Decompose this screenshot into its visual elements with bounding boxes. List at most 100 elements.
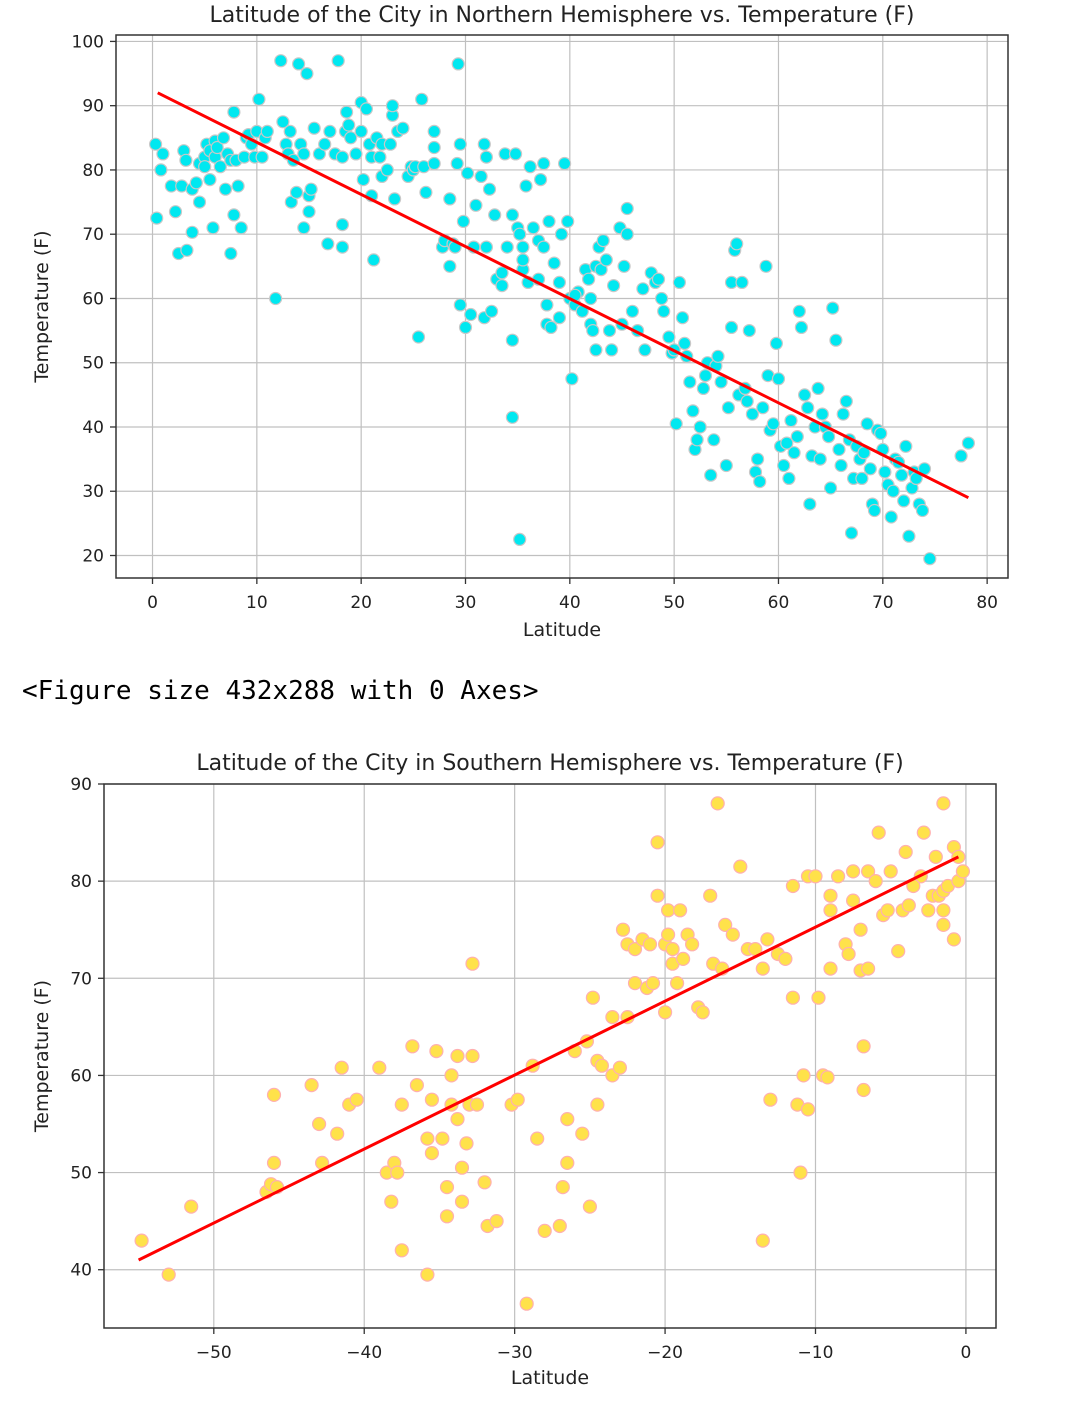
south-data-point <box>450 1048 465 1064</box>
north-data-point <box>544 320 558 334</box>
south-data-point <box>650 888 665 903</box>
north-data-point <box>427 140 441 155</box>
south-data-point <box>669 976 685 991</box>
north-data-point <box>495 279 509 293</box>
north-data-point <box>714 375 728 389</box>
south-data-point <box>444 1068 459 1083</box>
north-data-point <box>227 105 241 119</box>
north-scatter-plot: Latitude of the City in Northern Hemisph… <box>31 3 1009 641</box>
south-data-point <box>860 961 876 976</box>
south-data-point <box>560 1155 575 1170</box>
north-data-point <box>206 221 220 235</box>
north-data-point <box>581 272 596 286</box>
south-data-point <box>921 903 936 918</box>
north-data-point <box>625 304 640 318</box>
figure-size-note: <Figure size 432x288 with 0 Axes> <box>22 676 539 706</box>
north-data-point <box>349 147 363 161</box>
south-data-point <box>760 932 775 947</box>
north-data-point <box>318 137 332 151</box>
north-data-point <box>961 436 976 450</box>
south-y-tick-label: 90 <box>70 775 92 795</box>
south-data-point <box>312 1116 327 1132</box>
south-data-point <box>660 903 676 918</box>
north-data-point <box>794 320 809 334</box>
north-data-point <box>513 532 527 547</box>
north-data-point <box>672 275 687 289</box>
north-data-point <box>505 208 520 222</box>
north-data-point <box>677 336 692 350</box>
north-data-point <box>198 160 212 174</box>
north-data-point <box>180 243 194 257</box>
north-data-point <box>427 156 441 171</box>
north-data-point <box>899 439 913 453</box>
north-data-point <box>584 291 598 306</box>
south-data-point <box>530 1131 545 1146</box>
north-data-point <box>769 336 784 350</box>
north-data-point <box>617 259 631 273</box>
south-data-point <box>733 859 748 874</box>
north-data-point <box>474 169 488 183</box>
north-data-point <box>443 192 457 206</box>
south-data-point <box>853 922 868 937</box>
north-data-point <box>902 529 916 543</box>
south-y-tick-label: 60 <box>70 1066 92 1086</box>
north-data-point <box>923 552 937 566</box>
north-data-point <box>373 150 387 164</box>
south-data-point <box>785 878 801 894</box>
south-data-point <box>394 1243 409 1258</box>
north-data-point <box>690 433 704 447</box>
north-data-point <box>383 137 397 151</box>
north-data-point <box>269 291 283 306</box>
south-chart-title: Latitude of the City in Southern Hemisph… <box>196 751 903 776</box>
north-data-point <box>803 497 817 511</box>
north-data-point <box>323 124 337 138</box>
north-data-point <box>730 237 744 251</box>
south-data-point <box>585 990 601 1005</box>
north-data-point <box>860 417 874 431</box>
north-points <box>149 54 976 566</box>
north-data-point <box>745 407 760 421</box>
north-data-point <box>300 66 314 81</box>
north-data-point <box>832 442 846 457</box>
south-x-tick-label: 0 <box>961 1343 972 1363</box>
south-data-point <box>384 1194 399 1209</box>
north-data-point <box>227 208 241 222</box>
north-data-point <box>704 468 718 482</box>
south-data-point <box>763 1092 778 1107</box>
north-x-tick-label: 40 <box>559 593 581 613</box>
north-data-point <box>784 414 798 428</box>
north-data-point <box>450 156 464 171</box>
north-data-point <box>500 240 514 254</box>
north-data-point <box>213 160 227 174</box>
south-y-tick-label: 80 <box>70 872 92 892</box>
north-x-tick-label: 10 <box>246 593 268 613</box>
north-data-point <box>304 182 318 196</box>
north-data-point <box>415 92 429 106</box>
north-data-point <box>884 510 898 524</box>
north-data-point <box>335 240 349 254</box>
north-data-point <box>756 401 770 415</box>
south-data-point <box>627 942 643 957</box>
south-data-point <box>266 1155 282 1170</box>
north-data-point <box>453 298 467 312</box>
north-data-point <box>801 401 815 415</box>
north-data-point <box>464 307 478 322</box>
south-data-point <box>660 927 676 942</box>
north-data-point <box>698 369 713 383</box>
north-x-tick-label: 60 <box>768 593 790 613</box>
south-data-point <box>537 1223 552 1238</box>
north-data-point <box>302 205 316 219</box>
north-x-tick-label: 0 <box>147 593 158 613</box>
south-data-point <box>590 1097 605 1112</box>
north-data-point <box>321 237 335 251</box>
north-data-point <box>537 156 551 171</box>
south-data-point <box>454 1160 470 1175</box>
north-data-point <box>829 333 843 347</box>
south-data-point <box>901 898 916 913</box>
north-data-point <box>185 225 199 239</box>
north-data-point <box>469 198 483 212</box>
north-y-tick-label: 60 <box>82 289 104 309</box>
south-data-point <box>823 888 838 903</box>
north-data-point <box>683 375 697 389</box>
north-data-point <box>557 156 572 171</box>
